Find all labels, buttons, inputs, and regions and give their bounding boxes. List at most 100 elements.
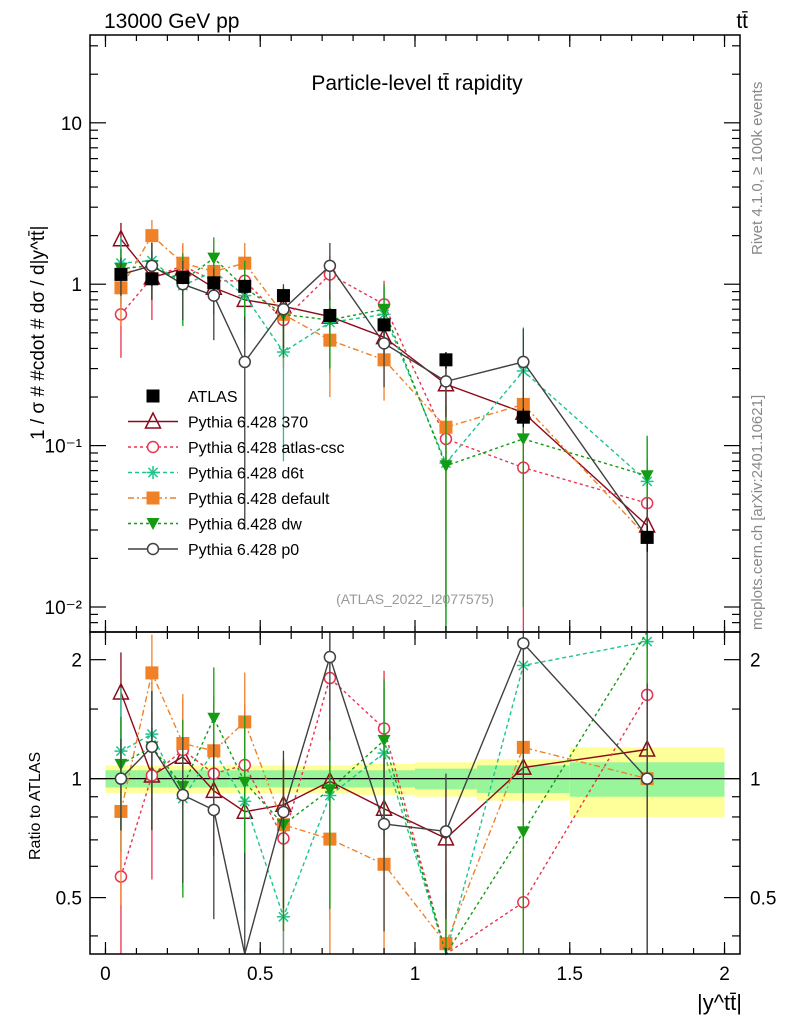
- ratio-panel: 0.5 0.5 1 1 2 2 Ratio to ATLAS: [27, 631, 776, 957]
- ratio-tick-label: 1: [71, 770, 82, 791]
- ratio-series-layer: [112, 631, 656, 957]
- legend-marker: [146, 440, 160, 454]
- data-point: [207, 276, 221, 290]
- x-tick-label: 0.5: [247, 964, 273, 985]
- ratio-point: [640, 772, 654, 785]
- legend-entry: ATLAS: [146, 389, 238, 406]
- source-label: mcplots.cern.ch [arXiv:2401.10621]: [749, 395, 766, 630]
- y-tick-label: 10⁻¹: [45, 437, 83, 458]
- ratio-point: [207, 803, 221, 817]
- ratio-ticks: 0.5 0.5 1 1 2 2: [56, 651, 776, 937]
- chart-title: Particle-level tt̄ rapidity: [311, 72, 523, 95]
- data-point: [176, 271, 190, 285]
- legend-label: Pythia 6.428 370: [188, 415, 308, 432]
- data-point: [640, 470, 654, 483]
- ratio-point: [323, 784, 337, 797]
- ratio-series-line: [120, 676, 648, 956]
- y-tick-label: 1: [71, 275, 82, 296]
- analysis-label: (ATLAS_2022_I2077575): [336, 591, 494, 607]
- data-point: [323, 259, 337, 273]
- x-axis-ticks: 0 0.5 1 1.5 2: [100, 35, 730, 985]
- legend-entry: Pythia 6.428 atlas-csc: [128, 440, 345, 457]
- ratio-tick-label-right: 1: [750, 770, 761, 791]
- legend-label: Pythia 6.428 default: [188, 491, 330, 508]
- legend-marker: [144, 411, 162, 429]
- series-line: [120, 265, 648, 504]
- data-point: [323, 308, 337, 322]
- legend-label: Pythia 6.428 p0: [188, 542, 299, 559]
- data-point: [207, 252, 221, 265]
- legend-marker: [146, 491, 160, 505]
- ratio-tick-label: 2: [71, 651, 82, 672]
- legend-entry: Pythia 6.428 370: [128, 411, 308, 432]
- main-ticks: 10⁻² 10⁻¹ 1 10: [45, 45, 740, 633]
- ratio-point: [516, 826, 530, 839]
- ratio-point: [176, 788, 190, 802]
- legend-entry: Pythia 6.428 p0: [128, 542, 299, 559]
- ratio-point: [517, 637, 530, 650]
- data-point: [207, 289, 221, 302]
- legend-label: Pythia 6.428 dw: [188, 517, 302, 534]
- ratio-point: [377, 734, 391, 747]
- data-point: [439, 375, 453, 388]
- series-line: [120, 234, 648, 538]
- data-point: [377, 337, 391, 350]
- series-atlas: [114, 267, 654, 552]
- ratio-series-pythia-6-428-p0: [114, 632, 654, 955]
- data-point: [439, 460, 453, 473]
- x-axis-label: |y^tt̄|: [697, 990, 742, 1015]
- legend-label: ATLAS: [188, 389, 238, 406]
- data-point: [276, 289, 290, 303]
- ratio-point: [277, 805, 290, 819]
- data-point: [114, 267, 128, 281]
- legend: ATLAS Pythia 6.428 370 Pythia 6.428 atlas-…: [128, 389, 345, 559]
- data-point: [640, 530, 654, 544]
- ratio-point: [114, 772, 128, 785]
- ratio-tick-label: 0.5: [56, 889, 82, 910]
- data-point: [439, 353, 453, 367]
- y-axis-label: 1 / σ # #cdot # dσ / d|y^tt̄|: [28, 226, 49, 440]
- data-point: [145, 272, 159, 286]
- data-point: [238, 355, 252, 369]
- ratio-point: [145, 666, 159, 680]
- ratio-point: [323, 650, 337, 664]
- legend-label: Pythia 6.428 atlas-csc: [188, 440, 345, 457]
- legend-entry: Pythia 6.428 default: [128, 491, 330, 508]
- main-series-layer: [112, 219, 656, 632]
- series-pythia-6-428-dw: [114, 237, 654, 632]
- legend-entry: Pythia 6.428 dw: [128, 517, 302, 534]
- data-point: [238, 279, 252, 293]
- legend-entry: Pythia 6.428 d6t: [128, 466, 304, 483]
- ratio-tick-label-right: 2: [750, 651, 761, 672]
- legend-marker: [147, 467, 159, 478]
- y-tick-label: 10⁻²: [45, 598, 83, 619]
- legend-marker: [146, 518, 160, 530]
- ratio-y-axis-label: Ratio to ATLAS: [27, 752, 44, 860]
- x-tick-label: 0: [100, 964, 111, 985]
- data-point: [516, 433, 530, 446]
- legend-marker: [146, 542, 160, 556]
- ratio-point: [377, 817, 391, 831]
- data-point: [516, 410, 530, 424]
- ratio-point: [145, 740, 159, 754]
- x-tick-label: 1.5: [557, 964, 583, 985]
- legend-label: Pythia 6.428 d6t: [188, 466, 304, 483]
- rivet-label: Rivet 4.1.0, ≥ 100k events: [749, 82, 766, 255]
- x-tick-label: 2: [719, 964, 730, 985]
- energy-label: 13000 GeV pp: [104, 10, 239, 33]
- y-tick-label: 10: [61, 114, 82, 135]
- legend-marker: [146, 389, 160, 403]
- data-point: [277, 302, 290, 316]
- x-tick-label: 1: [410, 964, 421, 985]
- ratio-tick-label-right: 0.5: [750, 889, 776, 910]
- data-point: [377, 303, 391, 316]
- data-point: [145, 259, 159, 273]
- ratio-point: [207, 712, 221, 725]
- data-point: [377, 318, 391, 332]
- process-label: tt̄: [736, 10, 748, 33]
- ratio-point: [439, 825, 453, 838]
- data-point: [145, 229, 159, 243]
- data-point: [517, 355, 530, 369]
